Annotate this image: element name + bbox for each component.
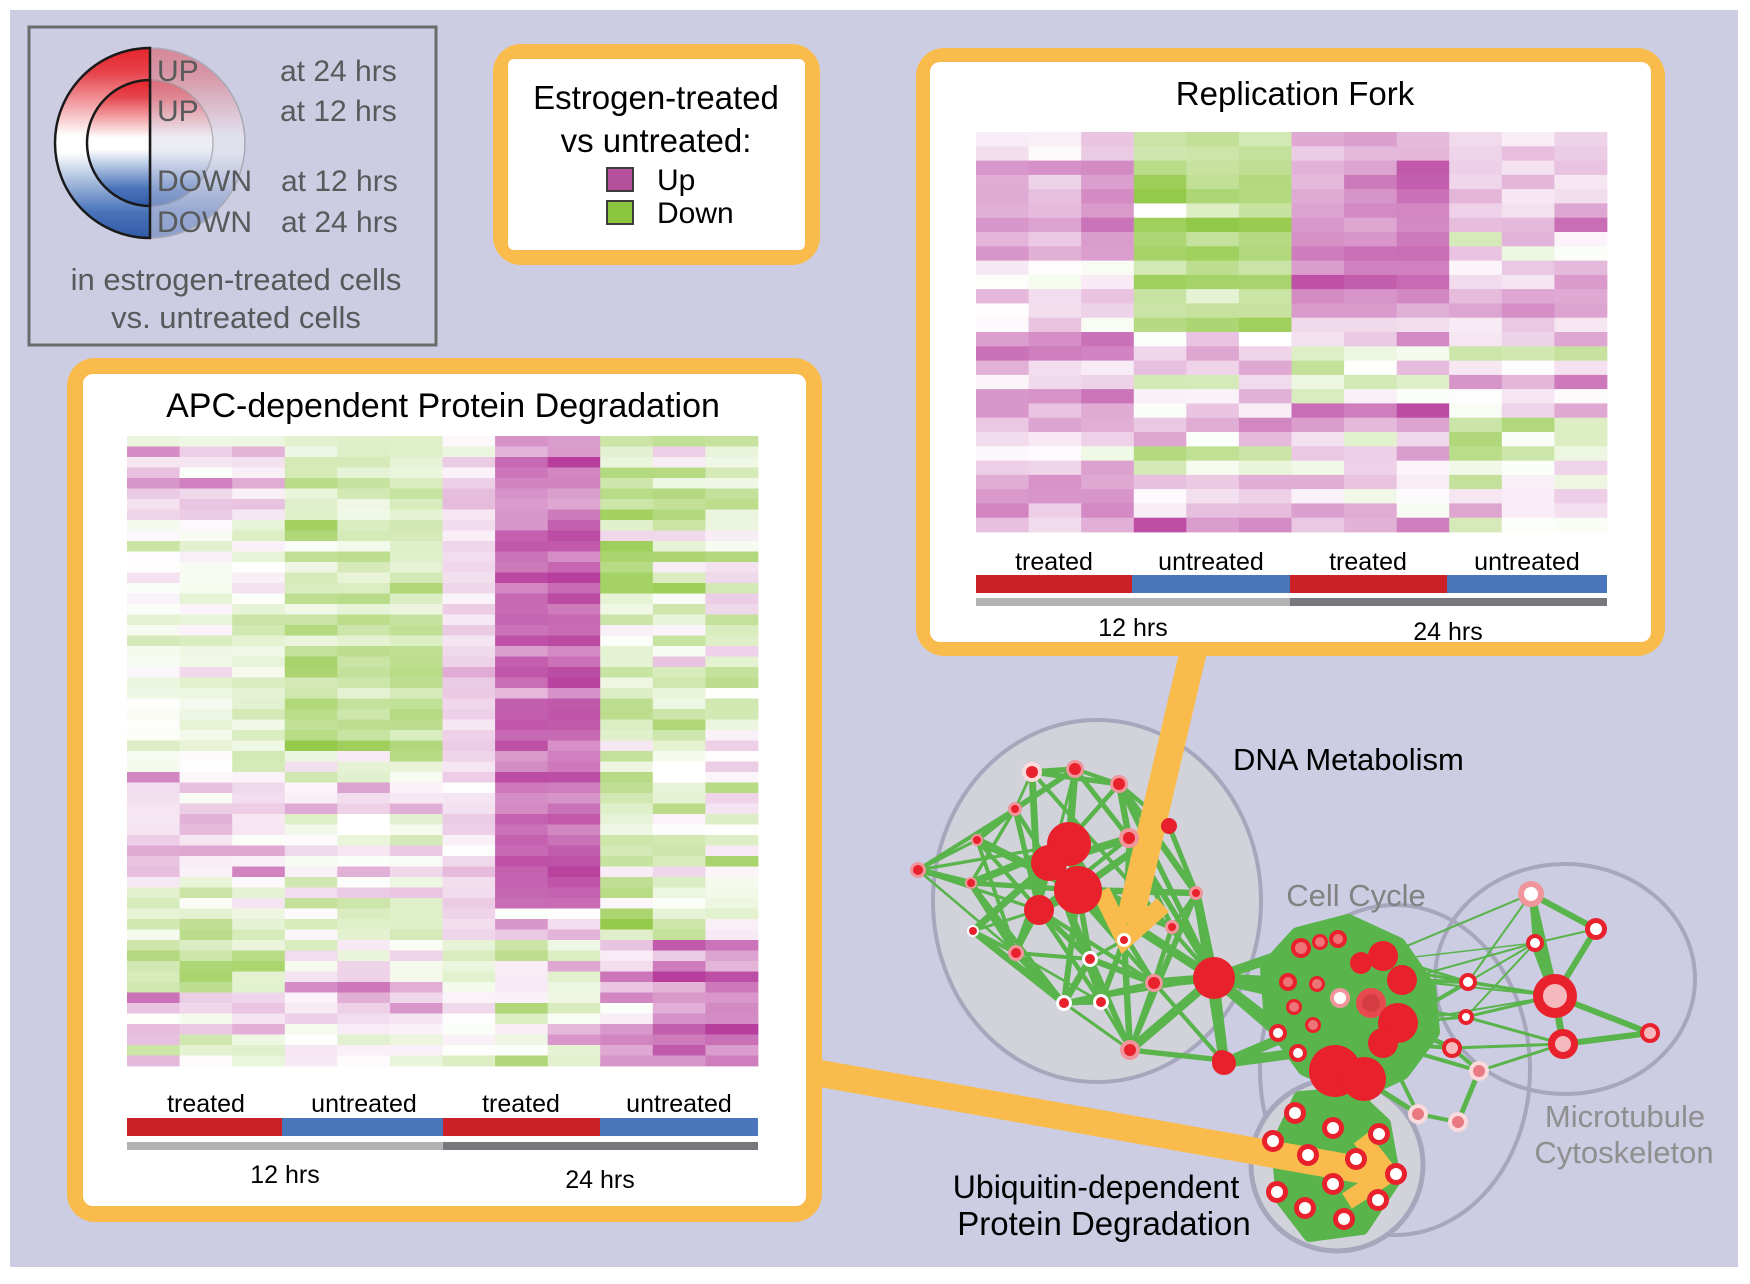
svg-text:UP: UP [157,55,199,88]
svg-text:Protein Degradation: Protein Degradation [957,1205,1251,1242]
svg-text:untreated: untreated [1158,548,1264,576]
svg-text:Up: Up [657,164,695,197]
svg-text:treated: treated [482,1090,560,1118]
svg-text:24 hrs: 24 hrs [1413,618,1482,646]
svg-text:12 hrs: 12 hrs [1098,614,1167,642]
svg-text:untreated: untreated [1474,548,1580,576]
svg-text:APC-dependent Protein Degradat: APC-dependent Protein Degradation [166,387,720,425]
svg-text:Cell Cycle: Cell Cycle [1286,878,1426,913]
svg-text:vs. untreated cells: vs. untreated cells [111,300,361,335]
svg-text:vs untreated:: vs untreated: [561,122,752,159]
svg-text:DNA Metabolism: DNA Metabolism [1233,742,1464,777]
svg-text:treated: treated [1015,548,1093,576]
svg-text:Estrogen-treated: Estrogen-treated [533,79,779,116]
svg-text:UP: UP [157,95,199,128]
svg-text:DOWN: DOWN [157,206,252,239]
svg-text:Ubiquitin-dependent: Ubiquitin-dependent [953,1169,1240,1205]
svg-text:12 hrs: 12 hrs [250,1161,319,1189]
svg-text:treated: treated [1329,548,1407,576]
svg-text:at 24 hrs: at 24 hrs [280,55,397,88]
svg-text:untreated: untreated [626,1090,732,1118]
svg-text:24 hrs: 24 hrs [565,1166,634,1194]
svg-text:treated: treated [167,1090,245,1118]
svg-text:Cytoskeleton: Cytoskeleton [1534,1135,1713,1170]
svg-text:in estrogen-treated cells: in estrogen-treated cells [71,262,402,297]
svg-text:at 12 hrs: at 12 hrs [281,165,398,198]
svg-text:Replication Fork: Replication Fork [1176,75,1415,112]
svg-text:untreated: untreated [311,1090,417,1118]
svg-text:at 12 hrs: at 12 hrs [280,95,397,128]
svg-text:Microtubule: Microtubule [1545,1099,1705,1134]
svg-text:DOWN: DOWN [157,165,252,198]
svg-text:at 24 hrs: at 24 hrs [281,206,398,239]
svg-text:Down: Down [657,197,734,230]
